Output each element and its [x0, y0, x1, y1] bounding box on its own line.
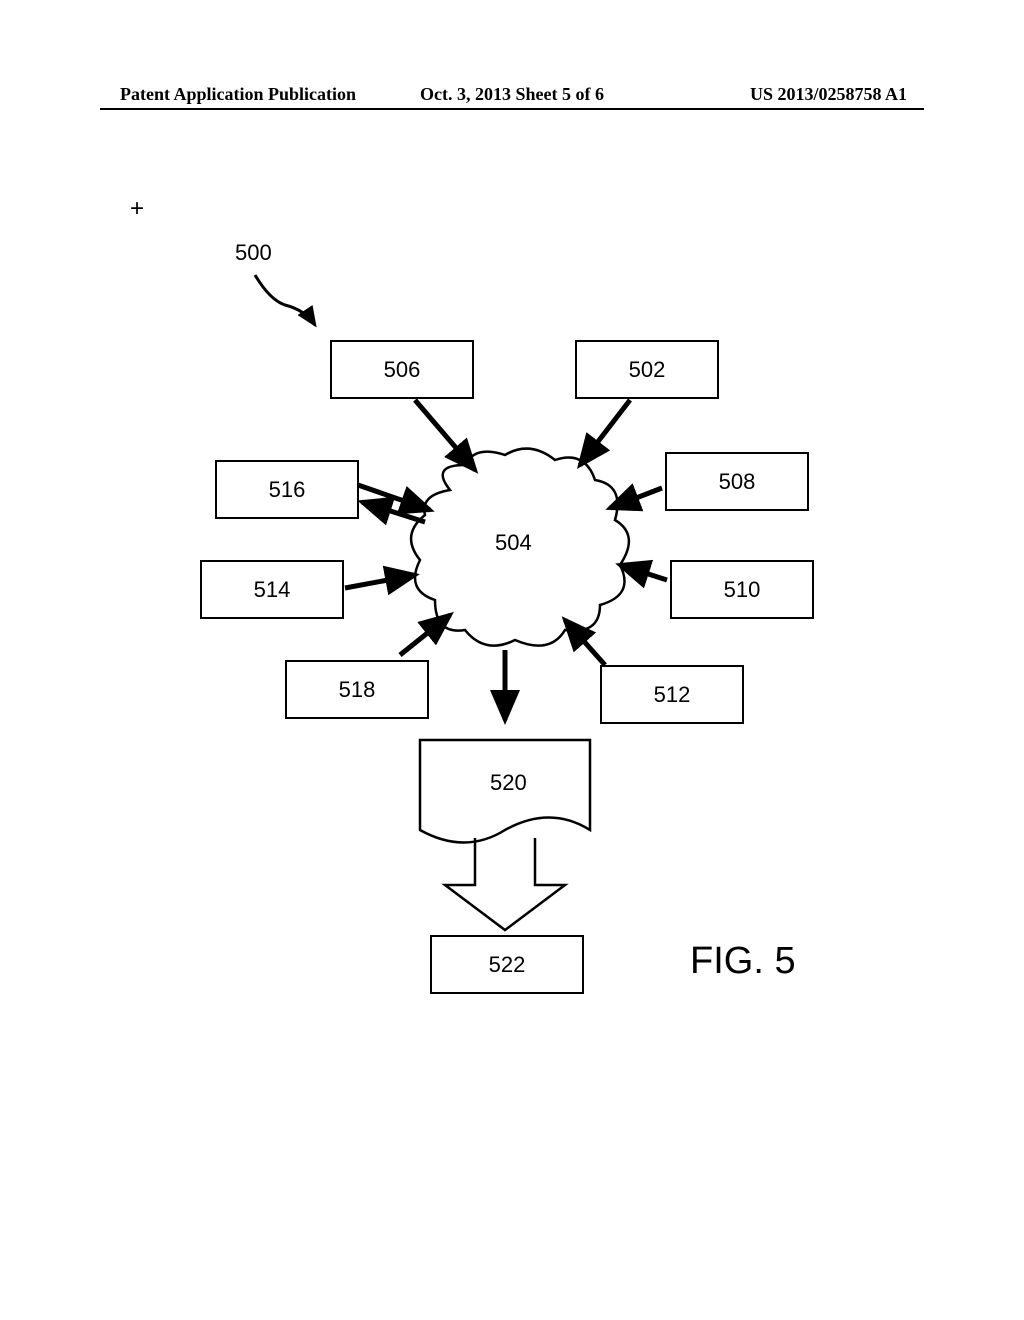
header-publication: Patent Application Publication [120, 84, 356, 105]
node-520-label: 520 [490, 770, 527, 796]
header-divider [100, 108, 924, 110]
header-date-sheet: Oct. 3, 2013 Sheet 5 of 6 [420, 84, 604, 105]
header-pub-number: US 2013/0258758 A1 [750, 84, 907, 105]
block-arrow-down [435, 830, 575, 940]
figure-5-diagram: + 500 506 502 516 508 514 510 518 512 50… [100, 150, 924, 1200]
node-522: 522 [430, 935, 584, 994]
figure-title: FIG. 5 [690, 940, 796, 983]
node-522-label: 522 [489, 952, 526, 978]
